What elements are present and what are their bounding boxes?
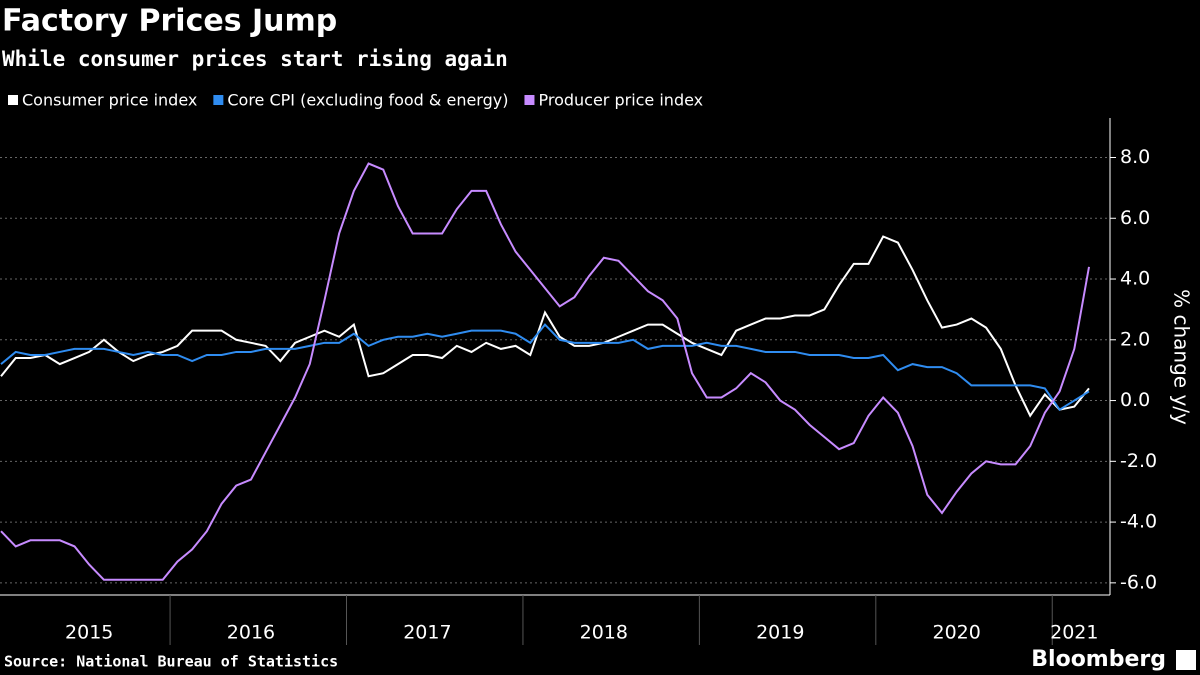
series-line xyxy=(0,235,1090,418)
y-tick-label: 0.0 xyxy=(1120,389,1150,411)
chart-title: Factory Prices Jump xyxy=(2,4,337,39)
y-tick-label: -6.0 xyxy=(1120,571,1157,593)
legend-label: Consumer price index xyxy=(22,91,197,110)
chart-subtitle: While consumer prices start rising again xyxy=(2,47,508,71)
y-tick-label: 6.0 xyxy=(1120,207,1150,229)
legend-label: Core CPI (excluding food & energy) xyxy=(227,91,508,110)
y-tick-label: 8.0 xyxy=(1120,146,1150,168)
x-tick-label: 2015 xyxy=(65,622,113,644)
x-tick-label: 2020 xyxy=(932,622,980,644)
y-tick-label: 2.0 xyxy=(1120,328,1150,350)
legend-swatch xyxy=(213,95,224,105)
brand: Bloomberg xyxy=(1031,647,1166,672)
x-tick-label: 2017 xyxy=(403,622,451,644)
x-tick-label: 2018 xyxy=(580,622,628,644)
x-tick-label: 2021 xyxy=(1050,622,1098,644)
brand-icon xyxy=(1176,650,1196,670)
x-tick-label: 2016 xyxy=(227,622,275,644)
y-axis-label: % change y/y xyxy=(1170,289,1194,425)
legend-swatch xyxy=(8,95,18,105)
legend-label: Producer price index xyxy=(538,91,703,110)
x-tick-label: 2019 xyxy=(756,622,804,644)
legend-swatch xyxy=(524,95,535,105)
series-line xyxy=(0,323,1090,412)
series-line xyxy=(0,162,1090,581)
y-tick-label: -4.0 xyxy=(1120,511,1157,533)
source: Source: National Bureau of Statistics xyxy=(4,653,338,671)
y-tick-label: 4.0 xyxy=(1120,268,1150,290)
y-tick-label: -2.0 xyxy=(1120,450,1157,472)
